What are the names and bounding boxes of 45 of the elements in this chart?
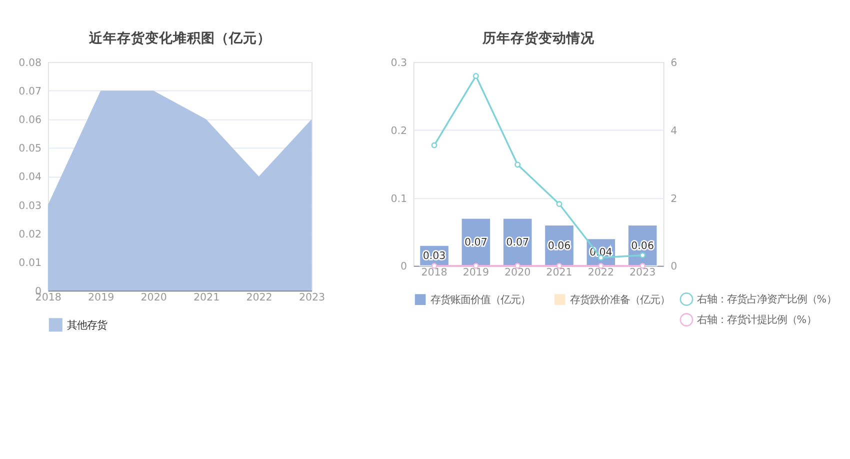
x-tick-label: 2022 — [246, 291, 272, 304]
data-label: 0.07 — [506, 236, 530, 248]
point — [431, 142, 438, 148]
y-tick-label: 0.2 — [390, 124, 408, 137]
y-tick-label: 0.07 — [18, 86, 42, 98]
data-label: 0.06 — [548, 240, 571, 252]
y-tick-label: 0.03 — [18, 200, 42, 212]
point — [556, 201, 562, 208]
point — [514, 162, 521, 168]
y-tick-label: 0 — [400, 260, 408, 273]
y-tick-label: 0.05 — [18, 142, 42, 155]
point — [640, 252, 646, 258]
x-tick-label: 2023 — [298, 291, 326, 304]
y-tick-label: 0.04 — [18, 171, 42, 184]
y-tick-label: 0.01 — [18, 256, 42, 269]
x-tick-label: 2021 — [546, 266, 572, 279]
data-label: 0.06 — [631, 240, 654, 252]
y2-tick-label: 6 — [670, 56, 678, 69]
y-tick-label: 0.06 — [18, 114, 42, 126]
legend-label: 右轴：存货计提比例（%） — [696, 314, 817, 326]
legend-label: 右轴：存货占净资产比例（%） — [696, 294, 837, 306]
chart-title: 历年存货变动情况 — [481, 29, 596, 46]
y2-tick-label: 4 — [670, 124, 678, 137]
x-tick-label: 2023 — [629, 266, 656, 279]
x-tick-label: 2018 — [35, 291, 62, 304]
legend-label: 存货跌价准备（亿元） — [570, 294, 670, 306]
x-tick-label: 2019 — [88, 291, 114, 304]
x-tick-label: 2019 — [462, 266, 489, 279]
point — [472, 73, 479, 79]
x-tick-label: 2020 — [504, 266, 531, 279]
x-tick-label: 2021 — [193, 291, 220, 304]
legend-label: 其他存货 — [66, 319, 107, 332]
legend-label: 存货账面价值（亿元） — [430, 294, 531, 306]
x-tick-label: 2022 — [588, 266, 614, 279]
x-tick-label: 2018 — [421, 266, 448, 279]
y-tick-label: 0.3 — [390, 56, 408, 69]
data-label: 0.03 — [422, 250, 446, 262]
y2-tick-label: 0 — [670, 260, 678, 273]
data-label: 0.07 — [464, 236, 488, 248]
chart-title: 近年存货变化堆积图（亿元） — [88, 29, 271, 46]
y-tick-label: 0.1 — [390, 192, 408, 205]
y-tick-label: 0.02 — [18, 228, 42, 240]
y2-tick-label: 2 — [670, 192, 678, 205]
y-tick-label: 0.08 — [18, 56, 42, 69]
x-tick-label: 2020 — [140, 291, 167, 304]
